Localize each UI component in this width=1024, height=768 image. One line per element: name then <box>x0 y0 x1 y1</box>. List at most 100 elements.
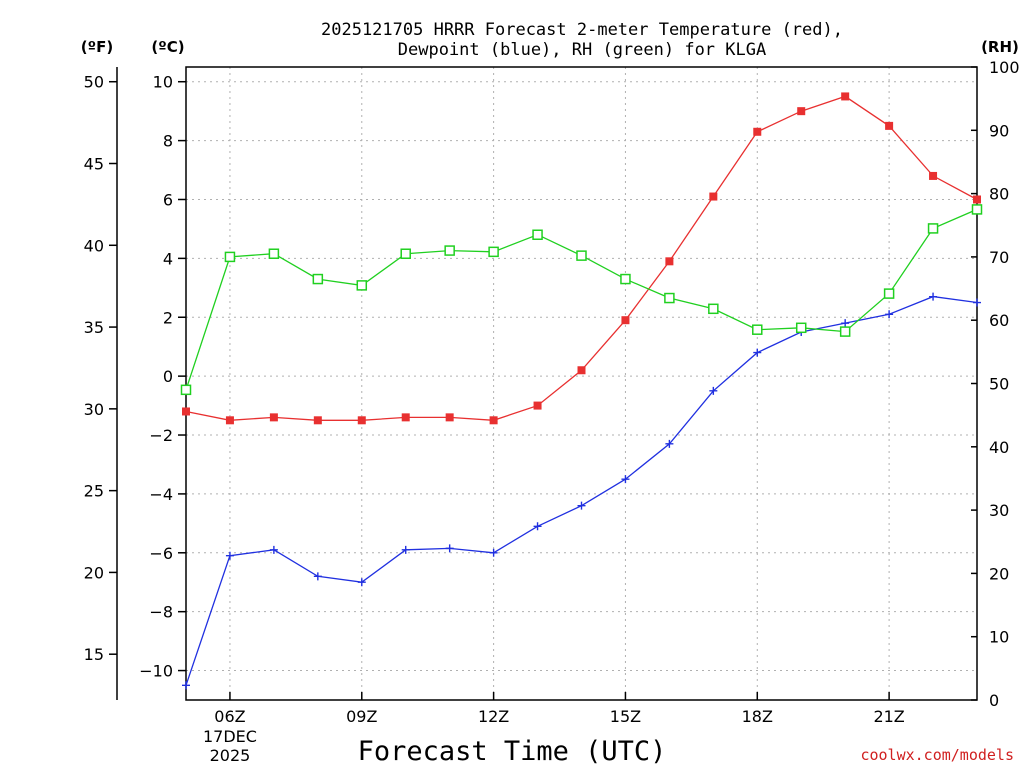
y-tick-label-fahrenheit: 50 <box>84 73 104 92</box>
rh-point <box>488 246 499 258</box>
y-tick-label-celsius: −2 <box>149 426 173 445</box>
temperature-point <box>269 413 278 422</box>
temperature-point <box>621 316 630 325</box>
dewpoint-point <box>489 548 498 557</box>
temperature-point <box>225 416 234 425</box>
x-tick-year: 2025 <box>210 746 251 765</box>
dewpoint-point <box>885 310 894 319</box>
dewpoint-point <box>313 572 322 581</box>
rh-point <box>224 251 236 263</box>
rh-point <box>400 248 411 259</box>
y-tick-label-rh: 30 <box>989 501 1009 520</box>
dewpoint-point <box>621 475 630 484</box>
right-unit-rh: (RH) <box>981 38 1019 56</box>
y-tick-label-rh: 10 <box>989 628 1009 647</box>
y-tick-label-celsius: −8 <box>149 603 173 622</box>
dewpoint-point <box>753 348 762 357</box>
y-tick-label-rh: 90 <box>989 121 1009 140</box>
dewpoint-point <box>533 522 542 531</box>
dewpoint-point <box>357 578 366 587</box>
temperature-point <box>885 121 894 130</box>
dewpoint-point <box>225 551 234 560</box>
chart-title-line2: Dewpoint (blue), RH (green) for KLGA <box>398 40 766 60</box>
rh-line <box>185 208 978 391</box>
axes <box>116 66 978 701</box>
rh-point <box>268 248 280 259</box>
y-tick-label-celsius: 8 <box>163 132 173 151</box>
rh-point <box>444 245 455 256</box>
x-tick-label: 12Z <box>478 707 509 726</box>
rh-point <box>664 292 675 304</box>
rh-point <box>312 273 324 285</box>
y-tick-label-fahrenheit: 15 <box>84 645 104 664</box>
dewpoint-point <box>929 292 938 301</box>
temperature-point <box>797 107 806 116</box>
rh-point <box>839 326 851 337</box>
y-tick-label-fahrenheit: 30 <box>84 400 104 419</box>
y-tick-label-celsius: 4 <box>163 249 173 268</box>
y-tick-label-rh: 50 <box>989 375 1009 394</box>
rh-point <box>576 250 587 261</box>
y-tick-label-celsius: 10 <box>153 73 173 92</box>
dewpoint-point <box>401 545 410 554</box>
x-tick-label: 15Z <box>610 707 641 726</box>
rh-point <box>532 229 543 240</box>
y-tick-label-fahrenheit: 35 <box>84 318 104 337</box>
temperature-point <box>182 407 190 416</box>
rh-point <box>620 273 631 285</box>
dewpoint-point <box>269 545 278 554</box>
y-tick-label-fahrenheit: 45 <box>84 155 104 174</box>
plot-frame <box>185 66 978 701</box>
rh-point <box>795 322 807 334</box>
rh-point <box>180 384 192 396</box>
x-tick-label: 06Z <box>214 707 245 726</box>
y-axis-rh: 0 10 20 30 40 50 60 70 80 90 100 <box>971 58 1020 710</box>
y-tick-label-rh: 60 <box>989 311 1009 330</box>
y-tick-label-celsius: 2 <box>163 308 173 327</box>
left-unit-celsius: (ºC) <box>151 38 184 56</box>
dewpoint-point <box>577 501 586 510</box>
dewpoint-point <box>973 298 981 307</box>
grid-lines <box>186 67 977 700</box>
x-tick-label: 09Z <box>346 707 377 726</box>
y-tick-label-celsius: −10 <box>139 662 173 681</box>
y-tick-label-celsius: 6 <box>163 190 173 209</box>
rh-point <box>708 303 719 315</box>
y-tick-label-rh: 0 <box>989 691 999 710</box>
dewpoint-point <box>665 439 674 448</box>
temperature-point <box>973 195 981 204</box>
y-tick-label-celsius: −6 <box>149 544 173 563</box>
x-tick-label: 18Z <box>742 707 773 726</box>
temperature-point <box>401 413 410 422</box>
temperature-point <box>489 416 498 425</box>
temperature-point <box>313 416 322 425</box>
y-tick-label-celsius: 0 <box>163 367 173 386</box>
left-unit-fahrenheit: (ºF) <box>81 38 113 56</box>
dewpoint-point <box>182 681 190 690</box>
y-axis-celsius: −10 −8 −6 −4 −2 0 2 4 6 8 10 <box>139 73 186 681</box>
temperature-point <box>665 257 674 266</box>
dewpoint-point <box>709 386 718 395</box>
x-tick-label: 21Z <box>873 707 904 726</box>
temperature-point <box>445 413 454 422</box>
dewpoint-point <box>841 319 850 328</box>
dewpoint-point <box>445 544 454 553</box>
y-tick-label-rh: 70 <box>989 248 1009 267</box>
series-layer <box>180 92 983 690</box>
y-tick-label-rh: 20 <box>989 564 1009 583</box>
rh-point <box>752 324 763 335</box>
credit-text: coolwx.com/models <box>860 746 1014 764</box>
rh-point <box>971 204 983 215</box>
y-axis-fahrenheit: 15 20 25 30 35 40 45 50 <box>84 73 117 664</box>
temperature-point <box>841 92 850 101</box>
rh-point <box>356 280 368 291</box>
temperature-point <box>533 401 542 410</box>
rh-point <box>883 288 895 299</box>
y-tick-label-fahrenheit: 20 <box>84 563 104 582</box>
y-tick-label-rh: 80 <box>989 185 1009 204</box>
x-axis-label: Forecast Time (UTC) <box>358 736 667 767</box>
temperature-point <box>929 171 938 180</box>
y-tick-label-fahrenheit: 40 <box>84 236 104 255</box>
